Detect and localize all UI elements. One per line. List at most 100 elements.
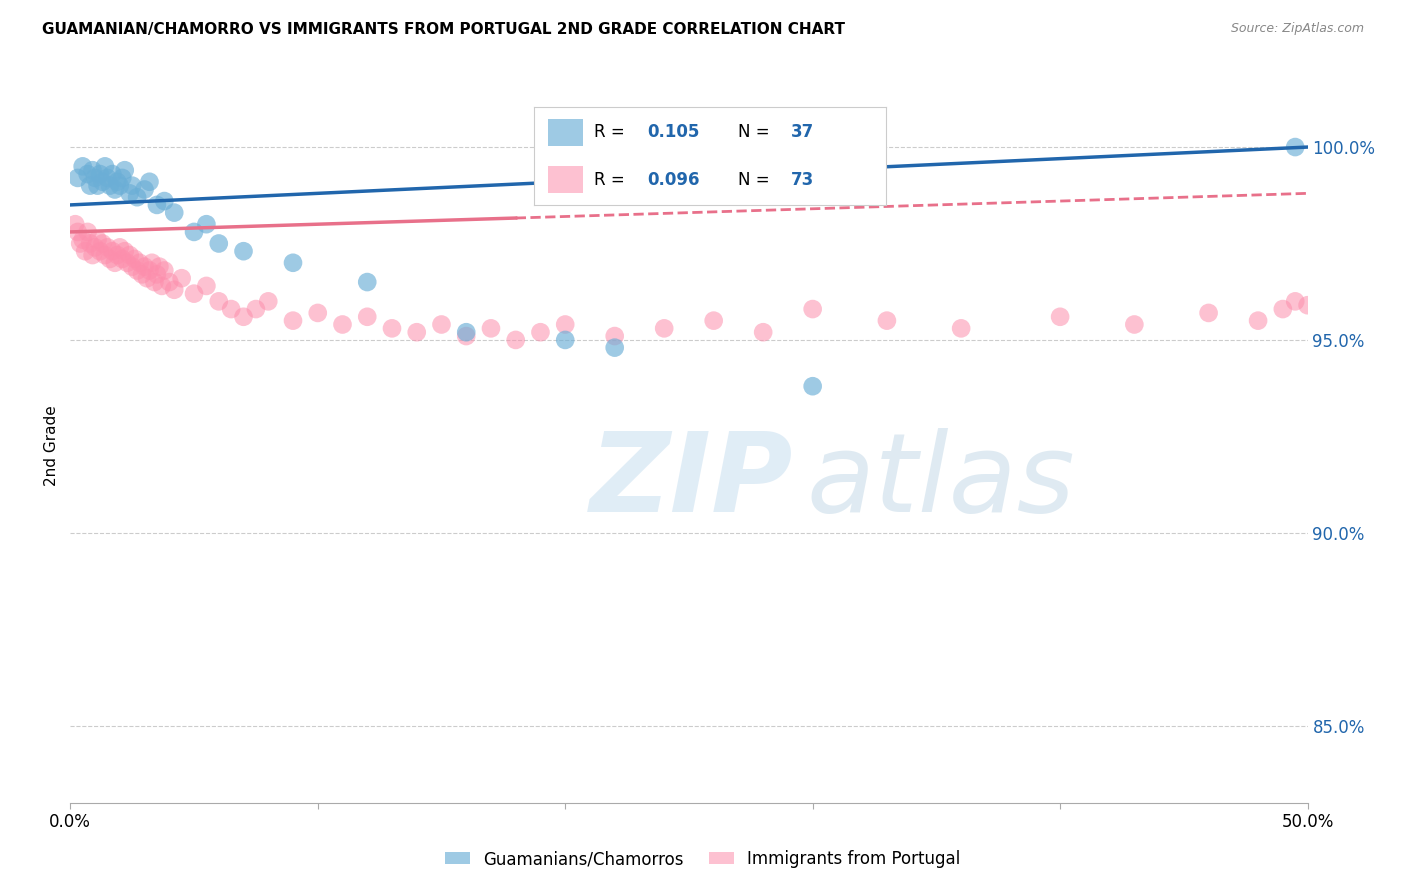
Text: 0.096: 0.096 [647, 171, 699, 189]
Point [76, 225, 98, 239]
Point [356, 310, 378, 324]
Point [121, 178, 143, 193]
Point [752, 325, 775, 339]
Point [1284, 140, 1306, 154]
Point [98, 178, 121, 193]
Text: Source: ZipAtlas.com: Source: ZipAtlas.com [1230, 22, 1364, 36]
Point [76, 167, 98, 181]
Point [183, 286, 205, 301]
Point [652, 321, 675, 335]
Point [603, 341, 626, 355]
FancyBboxPatch shape [548, 119, 583, 146]
Point [82, 248, 104, 262]
Point [208, 236, 231, 251]
Point [127, 263, 149, 277]
Point [281, 313, 304, 327]
Point [1296, 298, 1319, 312]
Point [79, 236, 101, 251]
Point [950, 321, 973, 335]
Point [134, 182, 156, 196]
Point [163, 205, 186, 219]
Point [141, 256, 163, 270]
Point [281, 256, 304, 270]
Point [108, 240, 131, 254]
Point [554, 318, 576, 332]
Text: 73: 73 [790, 171, 814, 189]
Text: N =: N = [738, 123, 775, 141]
Point [136, 271, 159, 285]
Point [114, 163, 136, 178]
Point [84, 170, 107, 185]
Point [96, 240, 118, 254]
Point [98, 252, 121, 266]
Point [219, 301, 242, 316]
Point [96, 170, 118, 185]
Point [1271, 301, 1294, 316]
Y-axis label: 2nd Grade: 2nd Grade [44, 406, 59, 486]
Point [91, 236, 114, 251]
Point [79, 178, 101, 193]
Point [163, 283, 186, 297]
Point [157, 275, 180, 289]
Point [86, 178, 108, 193]
Text: N =: N = [738, 171, 775, 189]
Point [131, 268, 153, 282]
Point [146, 268, 169, 282]
Point [208, 294, 231, 309]
Point [134, 260, 156, 274]
Point [91, 175, 114, 189]
Point [94, 159, 117, 173]
Text: 0.105: 0.105 [647, 123, 699, 141]
Point [529, 325, 551, 339]
Point [118, 186, 141, 201]
Point [1284, 294, 1306, 309]
Point [101, 244, 124, 259]
Point [356, 275, 378, 289]
Text: R =: R = [593, 123, 630, 141]
Point [69, 236, 91, 251]
Point [1247, 313, 1270, 327]
Point [232, 244, 254, 259]
Text: GUAMANIAN/CHAMORRO VS IMMIGRANTS FROM PORTUGAL 2ND GRADE CORRELATION CHART: GUAMANIAN/CHAMORRO VS IMMIGRANTS FROM PO… [42, 22, 845, 37]
Point [89, 244, 111, 259]
Text: R =: R = [593, 171, 630, 189]
Point [153, 263, 176, 277]
Point [332, 318, 354, 332]
Point [104, 256, 127, 270]
Point [127, 190, 149, 204]
Point [603, 329, 626, 343]
Point [72, 233, 94, 247]
Point [232, 310, 254, 324]
Point [108, 178, 131, 193]
Point [505, 333, 527, 347]
Point [456, 329, 478, 343]
FancyBboxPatch shape [548, 166, 583, 194]
Point [1123, 318, 1146, 332]
Point [111, 252, 134, 266]
Point [1049, 310, 1071, 324]
Point [75, 244, 97, 259]
Point [257, 294, 280, 309]
Point [138, 175, 160, 189]
Point [111, 170, 134, 185]
Point [66, 170, 89, 185]
Point [381, 321, 404, 335]
Point [138, 263, 160, 277]
Text: ZIP: ZIP [591, 428, 793, 535]
Point [118, 248, 141, 262]
Point [307, 306, 329, 320]
Point [114, 244, 136, 259]
Point [94, 248, 117, 262]
Text: 37: 37 [790, 123, 814, 141]
Point [124, 252, 146, 266]
Point [82, 163, 104, 178]
Point [801, 301, 824, 316]
Point [801, 379, 824, 393]
Point [195, 279, 218, 293]
Point [115, 256, 138, 270]
Point [89, 167, 111, 181]
Point [456, 325, 478, 339]
Point [146, 198, 169, 212]
Point [554, 333, 576, 347]
Legend: Guamanians/Chamorros, Immigrants from Portugal: Guamanians/Chamorros, Immigrants from Po… [439, 844, 967, 875]
